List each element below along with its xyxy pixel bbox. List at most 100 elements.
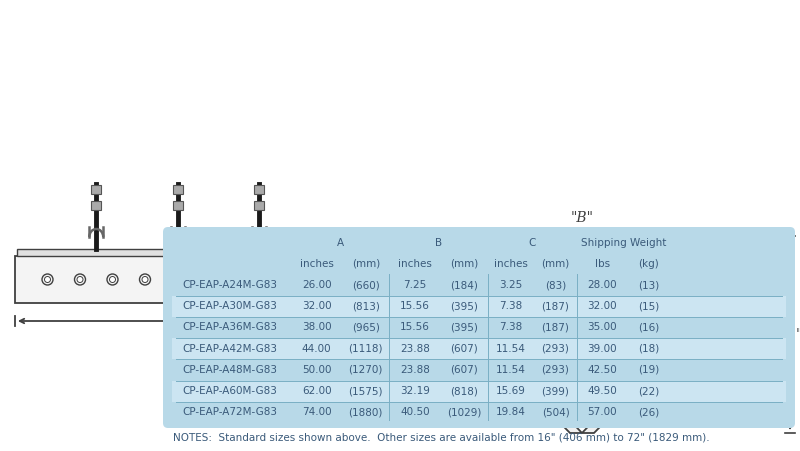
Text: inches: inches [300, 259, 334, 269]
Bar [455, 276, 710, 296]
Text: 7.38: 7.38 [499, 322, 522, 332]
Circle shape [239, 276, 246, 282]
Text: (395): (395) [450, 301, 478, 311]
Text: CP-EAP-A36M-G83: CP-EAP-A36M-G83 [182, 322, 277, 332]
Text: 23.88: 23.88 [400, 365, 430, 375]
Bar [172, 296, 786, 317]
Bar [173, 201, 182, 210]
Text: "B": "B" [571, 211, 594, 225]
Text: (1270): (1270) [349, 365, 383, 375]
Circle shape [305, 276, 310, 282]
Circle shape [647, 359, 656, 368]
Text: (965): (965) [352, 322, 380, 332]
Text: 15.56: 15.56 [400, 322, 430, 332]
Text: (mm): (mm) [450, 259, 478, 269]
Circle shape [670, 281, 680, 291]
Text: 26.00: 26.00 [302, 280, 331, 290]
Circle shape [463, 314, 472, 323]
Text: CP-EAP-A30M-G83: CP-EAP-A30M-G83 [182, 301, 277, 311]
Circle shape [578, 375, 586, 383]
Text: 44.00: 44.00 [302, 344, 331, 354]
Text: 7.25: 7.25 [403, 280, 426, 290]
Circle shape [420, 271, 430, 280]
Text: (15): (15) [638, 301, 659, 311]
Bar [481, 275, 499, 297]
Circle shape [558, 381, 566, 389]
Bar [91, 201, 102, 210]
Circle shape [139, 274, 150, 285]
Circle shape [45, 276, 50, 282]
Circle shape [485, 281, 495, 291]
Bar [173, 185, 182, 194]
Text: CP-EAP-A72M-G83: CP-EAP-A72M-G83 [182, 407, 277, 417]
Text: 50.00: 50.00 [302, 365, 331, 375]
Circle shape [734, 271, 744, 280]
Text: 3.25: 3.25 [499, 280, 522, 290]
Bar [15, 256, 340, 303]
Text: "A": "A" [166, 329, 189, 343]
Text: (660): (660) [352, 280, 380, 290]
Text: (1575): (1575) [349, 386, 383, 396]
Text: 42.50: 42.50 [587, 365, 617, 375]
Circle shape [77, 276, 83, 282]
Text: inches: inches [494, 259, 528, 269]
Text: (1118): (1118) [349, 344, 383, 354]
Circle shape [598, 381, 606, 389]
Text: 57.00: 57.00 [587, 407, 617, 417]
Text: (22): (22) [638, 386, 659, 396]
Circle shape [237, 274, 248, 285]
Bar [666, 275, 684, 297]
Text: NOTES:  Standard sizes shown above.  Other sizes are available from 16" (406 mm): NOTES: Standard sizes shown above. Other… [173, 433, 710, 443]
Text: 38.00: 38.00 [302, 322, 331, 332]
Polygon shape [582, 236, 788, 433]
Text: (18): (18) [638, 344, 659, 354]
Text: CP-EAP-A42M-G83: CP-EAP-A42M-G83 [182, 344, 277, 354]
Bar [254, 185, 264, 194]
Bar [91, 185, 102, 194]
Text: (mm): (mm) [542, 259, 570, 269]
Polygon shape [376, 236, 582, 433]
Bar [172, 359, 786, 381]
Text: 74.00: 74.00 [302, 407, 331, 417]
Bar [172, 338, 786, 359]
Text: 23.88: 23.88 [400, 344, 430, 354]
Text: inches: inches [398, 259, 432, 269]
Circle shape [590, 397, 598, 405]
Text: (187): (187) [542, 301, 570, 311]
Text: 11.54: 11.54 [496, 344, 526, 354]
Text: 62.00: 62.00 [302, 386, 331, 396]
Text: 7.38: 7.38 [499, 301, 522, 311]
Text: (mm): (mm) [352, 259, 380, 269]
Text: 15.56: 15.56 [400, 301, 430, 311]
Text: (607): (607) [450, 344, 478, 354]
Circle shape [272, 276, 278, 282]
Bar [172, 402, 786, 423]
Text: (187): (187) [542, 322, 570, 332]
Bar [172, 275, 786, 296]
Text: (1029): (1029) [447, 407, 482, 417]
Circle shape [270, 274, 281, 285]
Circle shape [42, 274, 53, 285]
Text: (813): (813) [352, 301, 380, 311]
Text: Shipping Weight: Shipping Weight [581, 238, 666, 248]
Text: 32.00: 32.00 [587, 301, 617, 311]
Text: (818): (818) [450, 386, 478, 396]
Text: 19.84: 19.84 [496, 407, 526, 417]
Circle shape [692, 314, 701, 323]
Circle shape [107, 274, 118, 285]
Text: 35.00: 35.00 [587, 322, 617, 332]
Bar [172, 317, 786, 338]
Text: lbs: lbs [594, 259, 610, 269]
Circle shape [110, 276, 115, 282]
Text: 32.19: 32.19 [400, 386, 430, 396]
Text: (184): (184) [450, 280, 478, 290]
Circle shape [609, 399, 618, 408]
Bar [172, 381, 786, 402]
Text: (293): (293) [542, 344, 570, 354]
Text: C: C [529, 238, 536, 248]
Text: (kg): (kg) [638, 259, 659, 269]
Text: 49.50: 49.50 [587, 386, 617, 396]
Text: 40.50: 40.50 [400, 407, 430, 417]
Text: 32.00: 32.00 [302, 301, 331, 311]
Text: (399): (399) [542, 386, 570, 396]
